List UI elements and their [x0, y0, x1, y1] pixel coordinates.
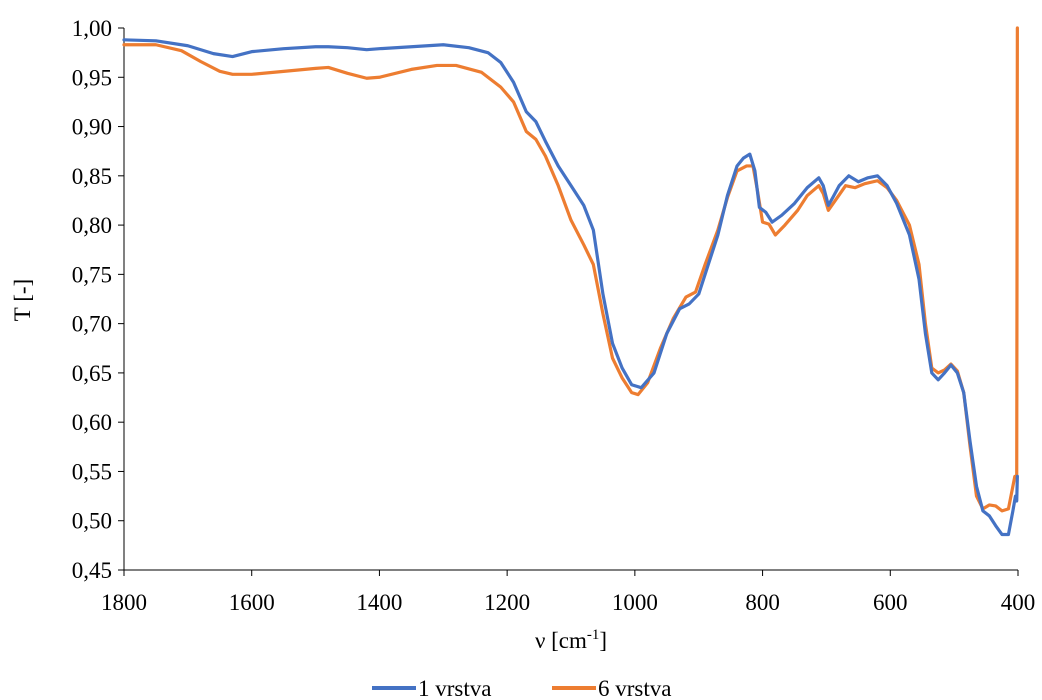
y-tick-label: 0,90: [72, 115, 112, 140]
legend-label: 6 vrstva: [598, 676, 671, 700]
y-tick-label: 0,65: [72, 361, 112, 386]
y-tick-label: 0,45: [72, 558, 112, 583]
y-tick-label: 0,60: [72, 410, 112, 435]
x-axis-title: ν [cm-1]: [535, 627, 607, 653]
x-axis-ticks: 1800 1600 1400 1200 1000 800 600 400: [101, 570, 1035, 615]
y-tick-label: 0,95: [72, 65, 112, 90]
x-axis-title-close: ]: [599, 628, 607, 653]
y-tick-label: 0,50: [72, 509, 112, 534]
x-tick-label: 1800: [101, 590, 147, 615]
x-axis-title-main: ν [cm: [535, 628, 587, 653]
y-tick-label: 0,55: [72, 459, 112, 484]
x-tick-label: 1400: [356, 590, 402, 615]
y-tick-label: 0,80: [72, 213, 112, 238]
x-axis-title-sup: -1: [587, 627, 600, 643]
y-tick-label: 1,00: [72, 16, 112, 41]
y-axis-title: T [-]: [10, 279, 35, 321]
y-tick-label: 0,75: [72, 262, 112, 287]
x-tick-label: 1000: [612, 590, 658, 615]
plot-area: [123, 28, 1018, 571]
x-tick-label: 1200: [484, 590, 530, 615]
y-tick-label: 0,85: [72, 164, 112, 189]
series-layer: [122, 26, 1019, 537]
series-line-1-vrstva: [122, 38, 1019, 537]
legend: 1 vrstva 6 vrstva: [372, 676, 671, 700]
y-tick-label: 0,70: [72, 312, 112, 337]
x-tick-label: 1600: [229, 590, 275, 615]
legend-label: 1 vrstva: [418, 676, 491, 700]
x-tick-label: 400: [1001, 590, 1036, 615]
x-tick-label: 800: [745, 590, 780, 615]
y-axis-ticks: 0,45 0,50 0,55 0,60 0,65 0,70 0,75 0,80 0,85 0,90…: [72, 16, 124, 583]
series-line-6-vrstva: [122, 26, 1019, 513]
x-tick-label: 600: [873, 590, 908, 615]
